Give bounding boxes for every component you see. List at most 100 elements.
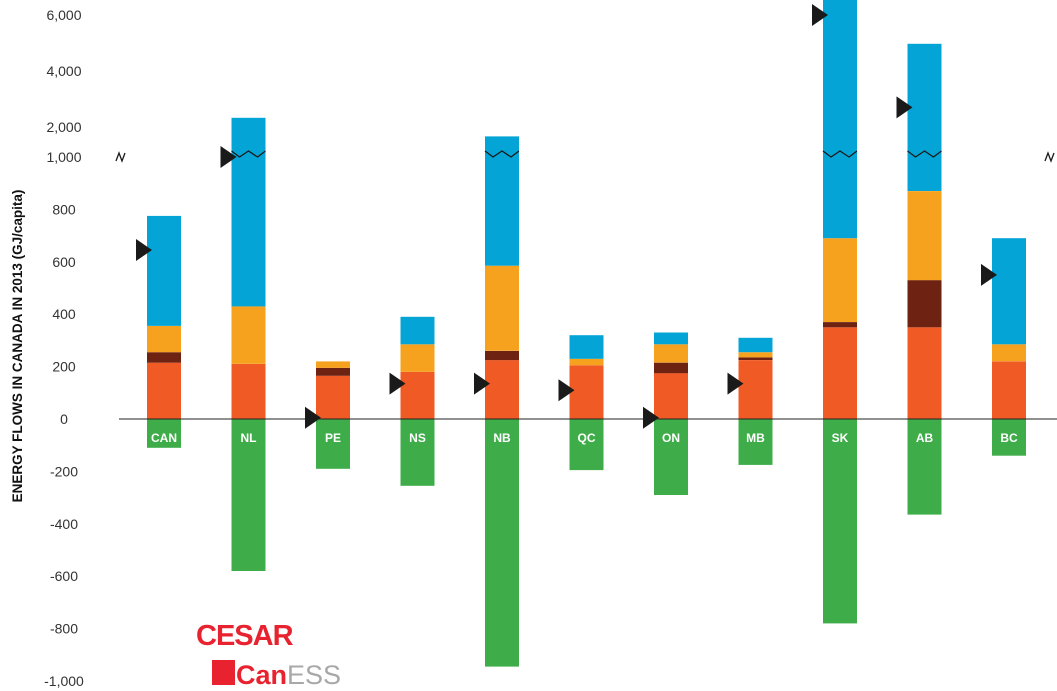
bar-break-sk bbox=[822, 150, 858, 158]
canESS-logo-mark bbox=[212, 660, 235, 685]
bar-pe-segment-5 bbox=[316, 419, 350, 469]
category-label-nl: NL bbox=[241, 431, 257, 445]
bar-can-segment-1 bbox=[147, 362, 181, 419]
axis-break-right bbox=[1044, 151, 1055, 163]
bar-on-segment-1 bbox=[654, 373, 688, 419]
bar-ab-segment-2 bbox=[907, 280, 942, 328]
bar-bc-segment-4 bbox=[992, 238, 1026, 345]
bar-bc-segment-1 bbox=[992, 361, 1026, 419]
y-tick-label: 4,000 bbox=[46, 63, 81, 79]
category-label-can: CAN bbox=[151, 431, 177, 445]
bar-sk-segment-2 bbox=[823, 322, 857, 328]
bar-ns-segment-3 bbox=[400, 344, 435, 372]
bar-can-segment-2 bbox=[147, 352, 181, 363]
y-tick-label: 1,000 bbox=[46, 149, 81, 165]
marker-on bbox=[643, 406, 659, 429]
bar-ns-segment-4 bbox=[400, 316, 435, 345]
y-tick-label: 600 bbox=[52, 254, 76, 270]
bar-sk-segment-5 bbox=[823, 419, 857, 624]
marker-sk bbox=[812, 4, 828, 26]
bar-qc-segment-1 bbox=[569, 365, 604, 419]
category-label-on: ON bbox=[662, 431, 680, 445]
category-label-nb: NB bbox=[493, 431, 511, 445]
bar-ab-segment-1 bbox=[907, 327, 942, 419]
y-tick-label: -1,000 bbox=[44, 673, 84, 689]
y-tick-label: 0 bbox=[60, 411, 68, 427]
marker-qc bbox=[558, 379, 575, 402]
y-axis-label: ENERGY FLOWS IN CANADA IN 2013 (GJ/capit… bbox=[10, 190, 25, 503]
bar-mb-segment-3 bbox=[738, 352, 773, 358]
bar-nb-segment-5 bbox=[485, 419, 519, 667]
category-label-pe: PE bbox=[325, 431, 341, 445]
axis-break-marks bbox=[115, 150, 1055, 163]
category-label-sk: SK bbox=[832, 431, 849, 445]
y-tick-label: -600 bbox=[50, 568, 78, 584]
bar-qc-segment-4 bbox=[569, 335, 604, 359]
bar-nl-segment-1 bbox=[231, 364, 266, 419]
y-tick-labels: 6,000 4,000 2,000 1,000 800 600 400 200 0 -200 -40… bbox=[44, 7, 84, 689]
bar-sk-segment-4 bbox=[823, 0, 857, 239]
cesar-logo: CESAR bbox=[196, 620, 295, 652]
bar-qc-segment-5 bbox=[569, 419, 604, 471]
bar-nb-segment-4 bbox=[485, 136, 519, 266]
bar-nl-segment-4 bbox=[231, 117, 266, 307]
bar-on-segment-2 bbox=[654, 362, 688, 374]
bar-nb-segment-1 bbox=[485, 360, 519, 419]
bar-can-segment-4 bbox=[147, 215, 181, 326]
bar-sk-segment-3 bbox=[823, 238, 857, 322]
canESS-logo: CanESS bbox=[212, 660, 341, 690]
bar-mb-segment-2 bbox=[738, 357, 773, 360]
category-label-ns: NS bbox=[409, 431, 426, 445]
bar-mb-segment-5 bbox=[738, 419, 773, 465]
bar-pe-segment-3 bbox=[316, 361, 350, 368]
bar-break-nl bbox=[231, 150, 266, 158]
bar-pe-segment-1 bbox=[316, 375, 350, 419]
bar-ab-segment-5 bbox=[907, 419, 942, 515]
y-tick-label: 800 bbox=[52, 201, 76, 217]
bar-mb-segment-1 bbox=[738, 360, 773, 419]
category-label-mb: MB bbox=[746, 431, 765, 445]
y-tick-label: 2,000 bbox=[46, 119, 81, 135]
bar-nl-segment-3 bbox=[231, 306, 266, 364]
marker-nl bbox=[220, 146, 237, 168]
y-tick-label: -800 bbox=[50, 621, 78, 637]
marker-nb bbox=[474, 372, 490, 395]
marker-pe bbox=[305, 406, 321, 429]
bar-mb-segment-4 bbox=[738, 337, 773, 353]
axis-break-left bbox=[115, 151, 126, 163]
bar-break-nb bbox=[484, 150, 520, 158]
category-label-ab: AB bbox=[916, 431, 934, 445]
y-tick-label: 6,000 bbox=[46, 7, 81, 23]
bar-on-segment-5 bbox=[654, 419, 688, 495]
bar-nb-segment-3 bbox=[485, 265, 519, 351]
bar-ns-segment-5 bbox=[400, 419, 435, 486]
y-tick-label: 400 bbox=[52, 306, 76, 322]
bar-ab-segment-4 bbox=[907, 43, 942, 191]
bar-ab-segment-3 bbox=[907, 191, 942, 281]
y-tick-label: -200 bbox=[50, 463, 78, 479]
bar-on-segment-4 bbox=[654, 332, 688, 345]
bar-sk-segment-1 bbox=[823, 327, 857, 419]
bar-can-segment-5 bbox=[147, 419, 181, 448]
logo-canESS-text: CanESS bbox=[236, 660, 341, 690]
bar-can-segment-3 bbox=[147, 326, 181, 353]
logo-cesar-text: CESAR bbox=[196, 620, 294, 652]
marker-ns bbox=[389, 372, 406, 395]
category-labels: CAN NL PE NS NB QC ON MB SK AB BC bbox=[151, 431, 1018, 445]
bar-nb-segment-2 bbox=[485, 350, 519, 361]
y-tick-label: -400 bbox=[50, 516, 78, 532]
marker-mb bbox=[727, 372, 744, 395]
bar-on-segment-3 bbox=[654, 344, 688, 363]
marker-ab bbox=[896, 96, 913, 119]
bar-bc-segment-3 bbox=[992, 344, 1026, 362]
markers-group bbox=[136, 4, 997, 429]
marker-can bbox=[136, 239, 152, 261]
bar-qc-segment-3 bbox=[569, 358, 604, 366]
marker-bc bbox=[981, 263, 997, 286]
bar-bc-segment-5 bbox=[992, 419, 1026, 456]
category-label-bc: BC bbox=[1000, 431, 1018, 445]
bars-group bbox=[147, 0, 1026, 667]
y-tick-label: 200 bbox=[52, 359, 76, 375]
